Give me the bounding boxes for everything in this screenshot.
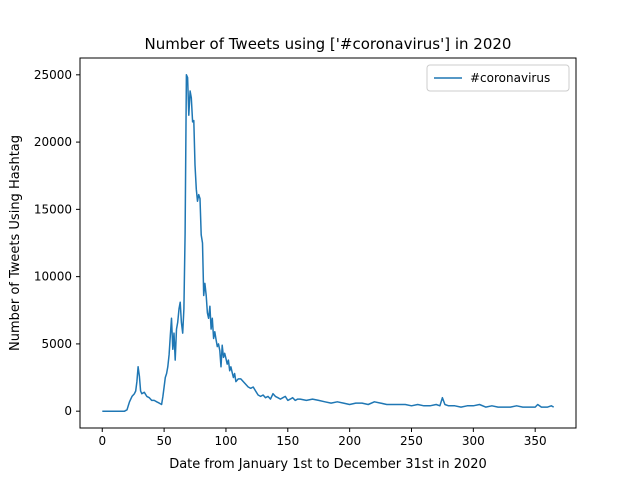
plot-area (102, 74, 555, 412)
y-tick-label: 5000 (41, 337, 72, 351)
x-tick-label: 0 (98, 434, 106, 448)
series-line-0 (102, 74, 555, 412)
x-tick-label: 150 (276, 434, 299, 448)
y-tick-label: 25000 (34, 68, 72, 82)
y-tick-label: 0 (64, 404, 72, 418)
axis-ticks: 0 50 100 150 200 250 300 350 0 5000 10000 15000 2000… (34, 68, 547, 448)
legend: #coronavirus (426, 64, 570, 92)
axes-frame (79, 57, 577, 429)
x-tick-label: 200 (338, 434, 361, 448)
y-axis-label: Number of Tweets Using Hashtag (8, 135, 23, 351)
x-tick-label: 250 (400, 434, 423, 448)
legend-label: #coronavirus (470, 71, 550, 85)
x-tick-label: 100 (215, 434, 238, 448)
y-tick-label: 15000 (34, 202, 72, 216)
legend-box (426, 64, 570, 92)
x-tick-label: 350 (524, 434, 547, 448)
x-tick-label: 50 (156, 434, 171, 448)
x-tick-label: 300 (462, 434, 485, 448)
y-tick-label: 10000 (34, 270, 72, 284)
x-axis-label: Date from January 1st to December 31st i… (169, 457, 487, 472)
chart-title: Number of Tweets using ['#coronavirus'] … (145, 35, 512, 53)
y-tick-label: 20000 (34, 135, 72, 149)
